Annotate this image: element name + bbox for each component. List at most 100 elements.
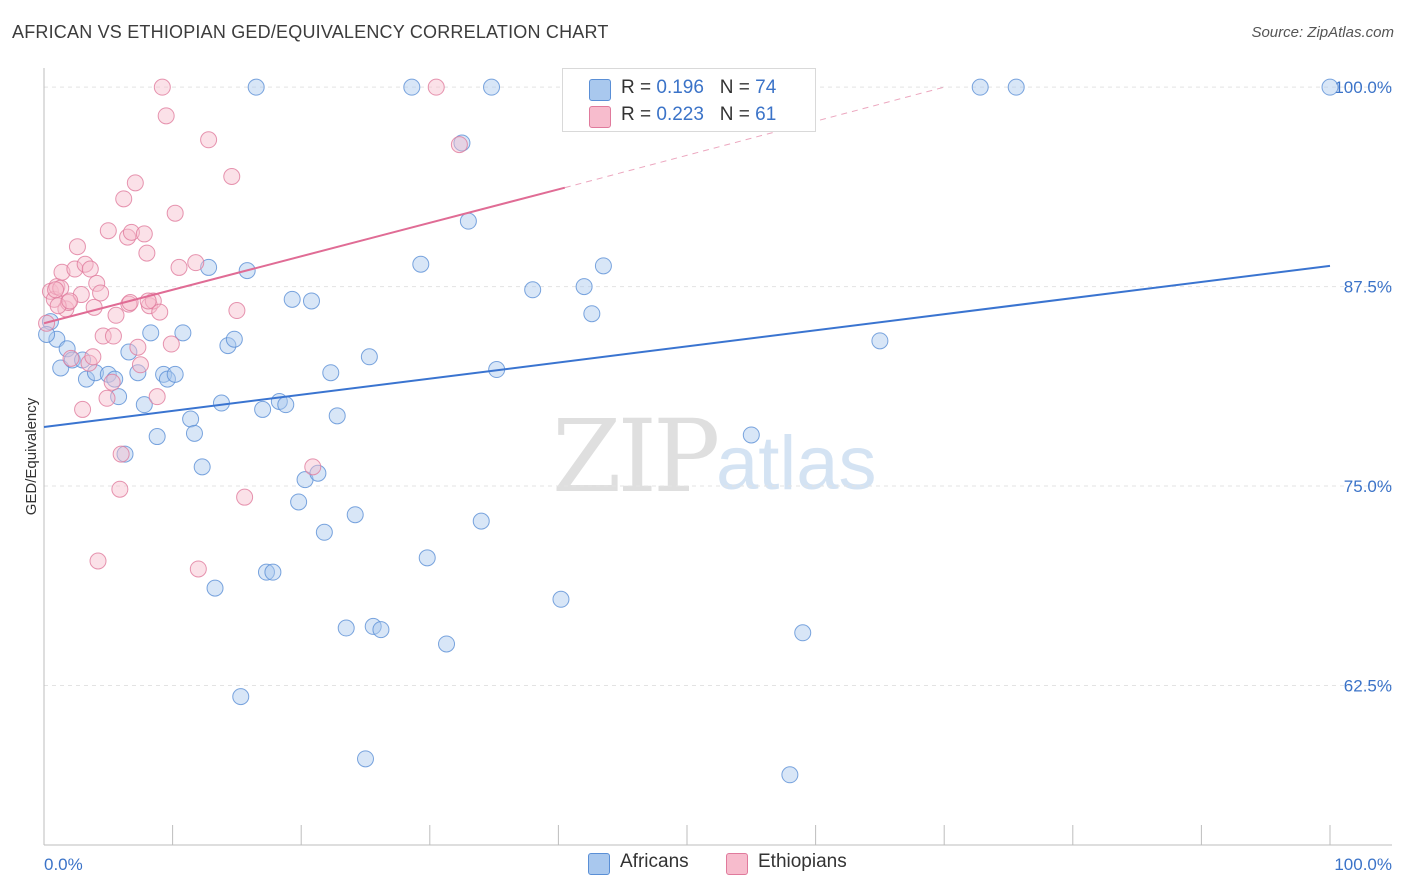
africans-point [232, 688, 250, 706]
africans-r-label: R = [621, 77, 657, 98]
ethiopians-point [187, 254, 205, 272]
watermark-atlas: atlas [716, 421, 877, 506]
watermark-zip: ZIP [552, 398, 720, 515]
series-legend: Africans Ethiopians [0, 850, 1406, 878]
ethiopians-r-label: R = [621, 104, 657, 125]
africans-point [971, 78, 989, 96]
ethiopians-point [115, 190, 133, 208]
africans-point [794, 624, 812, 642]
x-tick-label: 0.0% [44, 855, 83, 874]
y-tick-label: 100.0% [1334, 78, 1392, 97]
ethiopians-point [162, 335, 180, 353]
africans-point [453, 134, 471, 152]
ethiopians-point [107, 306, 125, 324]
ethiopians-point [53, 263, 71, 281]
africans-point [871, 332, 889, 350]
africans-point [438, 635, 456, 653]
africans-n-label: N = [719, 77, 756, 98]
y-tick-label: 62.5% [1344, 676, 1392, 695]
ethiopians-point [135, 225, 153, 243]
ethiopians-point [304, 458, 322, 476]
ethiopians-point [153, 78, 171, 96]
africans-n-value: 74 [755, 77, 777, 98]
ethiopians-point [98, 389, 116, 407]
africans-point [277, 396, 295, 414]
ethiopians-point [122, 223, 140, 241]
africans-trend-line [43, 264, 1331, 428]
ethiopians-n-value: 61 [755, 104, 777, 125]
africans-legend-swatch [588, 853, 610, 875]
ethiopians-point [61, 292, 79, 310]
ethiopians-point [99, 222, 117, 240]
ethiopians-point [236, 488, 254, 506]
ethiopians-point [112, 445, 130, 463]
africans-point [360, 348, 378, 366]
africans-point [472, 512, 490, 530]
africans-point [403, 78, 421, 96]
ethiopians-point [68, 238, 86, 256]
africans-point [1321, 78, 1339, 96]
ethiopians-point [104, 327, 122, 345]
africans-point [257, 563, 275, 581]
source-label: Source: ZipAtlas.com [1251, 24, 1394, 41]
africans-point [1007, 78, 1025, 96]
ethiopians-point [88, 274, 106, 292]
africans-point [174, 324, 192, 342]
africans-point [247, 78, 265, 96]
stats-legend: R = 0.196 N = 74 R = 0.223 N = 61 [562, 68, 816, 132]
africans-point [182, 410, 200, 428]
ethiopians-point [148, 388, 166, 406]
africans-point [264, 563, 282, 581]
ethiopians-point [189, 560, 207, 578]
africans-point [225, 330, 243, 348]
ethiopians-point [62, 349, 80, 367]
africans-point [135, 396, 153, 414]
ethiopians-point [76, 255, 94, 273]
africans-point [418, 549, 436, 567]
ethiopians-point [103, 373, 121, 391]
ethiopians-point [92, 284, 110, 302]
africans-point [254, 400, 272, 418]
ethiopians-point [129, 338, 147, 356]
africans-point [346, 506, 364, 524]
africans-point [166, 365, 184, 383]
ethiopians-point [47, 281, 65, 299]
africans-point [120, 343, 138, 361]
africans-point [483, 78, 501, 96]
ethiopians-point [84, 348, 102, 366]
ethiopians-point [157, 107, 175, 125]
africans-r-value: 0.196 [656, 77, 704, 98]
africans-swatch [589, 79, 611, 101]
africans-point [337, 619, 355, 637]
y-axis-label: GED/Equivalency [23, 397, 40, 515]
ethiopians-point [151, 303, 169, 321]
africans-point [459, 212, 477, 230]
ethiopians-point [200, 131, 218, 149]
ethiopians-point [228, 302, 246, 320]
y-tick-label: 87.5% [1344, 278, 1392, 297]
ethiopians-swatch [589, 106, 611, 128]
ethiopians-legend-swatch [726, 853, 748, 875]
ethiopians-point [66, 260, 84, 278]
ethiopians-point [89, 552, 107, 570]
x-tick-label: 100.0% [1334, 855, 1392, 874]
africans-point [148, 428, 166, 446]
africans-point [322, 364, 340, 382]
africans-point [106, 370, 124, 388]
africans-point [116, 445, 134, 463]
ethiopians-point [166, 204, 184, 222]
africans-point [290, 493, 308, 511]
ethiopians-point [74, 400, 92, 418]
ethiopians-point [111, 480, 129, 498]
africans-point [142, 324, 160, 342]
africans-point [58, 340, 76, 358]
ethiopians-point [223, 167, 241, 185]
africans-point [372, 621, 390, 639]
africans-point [328, 407, 346, 425]
ethiopians-point [131, 356, 149, 374]
ethiopians-point [94, 327, 112, 345]
africans-point [594, 257, 612, 275]
africans-point [412, 255, 430, 273]
africans-point [283, 290, 301, 308]
